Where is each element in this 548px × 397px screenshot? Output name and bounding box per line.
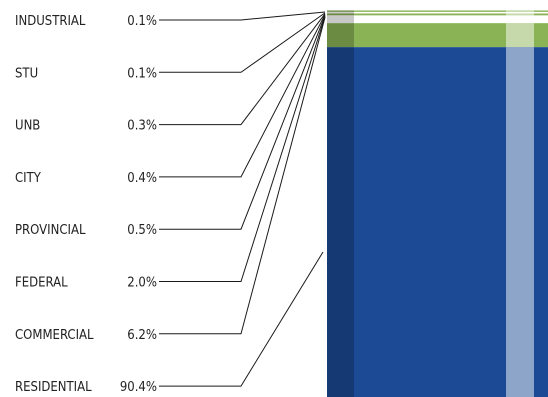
leader-line-unb: [159, 13, 326, 126]
leader-line-industrial: [159, 11, 326, 21]
category-label-city: CITY: [15, 171, 42, 186]
category-label-residential: RESIDENTIAL: [15, 380, 92, 395]
value-label-stu: 0.1%: [127, 66, 157, 81]
category-label-federal: FEDERAL: [15, 276, 68, 291]
value-label-commercial: 6.2%: [127, 328, 157, 343]
category-label-industrial: INDUSTRIAL: [15, 14, 86, 29]
category-label-provincial: PROVINCIAL: [15, 223, 86, 238]
bar-segment-shade-unb: [327, 10, 354, 12]
bar-segment-highlight-commercial: [506, 23, 534, 48]
leader-line-stu: [159, 12, 326, 73]
bar-segment-provincial: [327, 13, 548, 16]
leader-line-provincial: [159, 15, 326, 230]
stacked-bar: [327, 10, 548, 397]
value-label-industrial: 0.1%: [127, 14, 157, 29]
value-label-city: 0.4%: [127, 171, 157, 186]
bar-segment-commercial: [327, 23, 548, 48]
category-label-stu: STU: [15, 66, 38, 81]
leader-line-city: [159, 14, 326, 178]
value-label-provincial: 0.5%: [127, 223, 157, 238]
leader-line-commercial: [159, 17, 326, 335]
bar-segment-unb: [327, 10, 548, 12]
bar-segment-highlight-residential: [506, 47, 534, 397]
bar-segment-shade-city: [327, 11, 354, 14]
category-label-commercial: COMMERCIAL: [15, 328, 94, 343]
bar-segment-shade-federal: [327, 15, 354, 24]
bar-segment-shade-commercial: [327, 23, 354, 48]
leader-line-residential: [159, 251, 324, 387]
bar-segment-shade-residential: [327, 47, 354, 397]
value-label-residential: 90.4%: [120, 380, 157, 395]
bar-segment-federal: [327, 15, 548, 24]
bar-segment-highlight-unb: [506, 10, 534, 12]
value-label-federal: 2.0%: [127, 276, 157, 291]
bar-segment-shade-provincial: [327, 13, 354, 16]
bar-segment-highlight-provincial: [506, 13, 534, 16]
value-label-unb: 0.3%: [127, 119, 157, 134]
category-label-unb: UNB: [15, 119, 40, 134]
bar-segment-city: [327, 11, 548, 14]
leader-line-federal: [159, 16, 326, 282]
category-labels: INDUSTRIAL 0.1% STU 0.1% UNB 0.3% CITY 0.4% PROV…: [15, 11, 326, 395]
